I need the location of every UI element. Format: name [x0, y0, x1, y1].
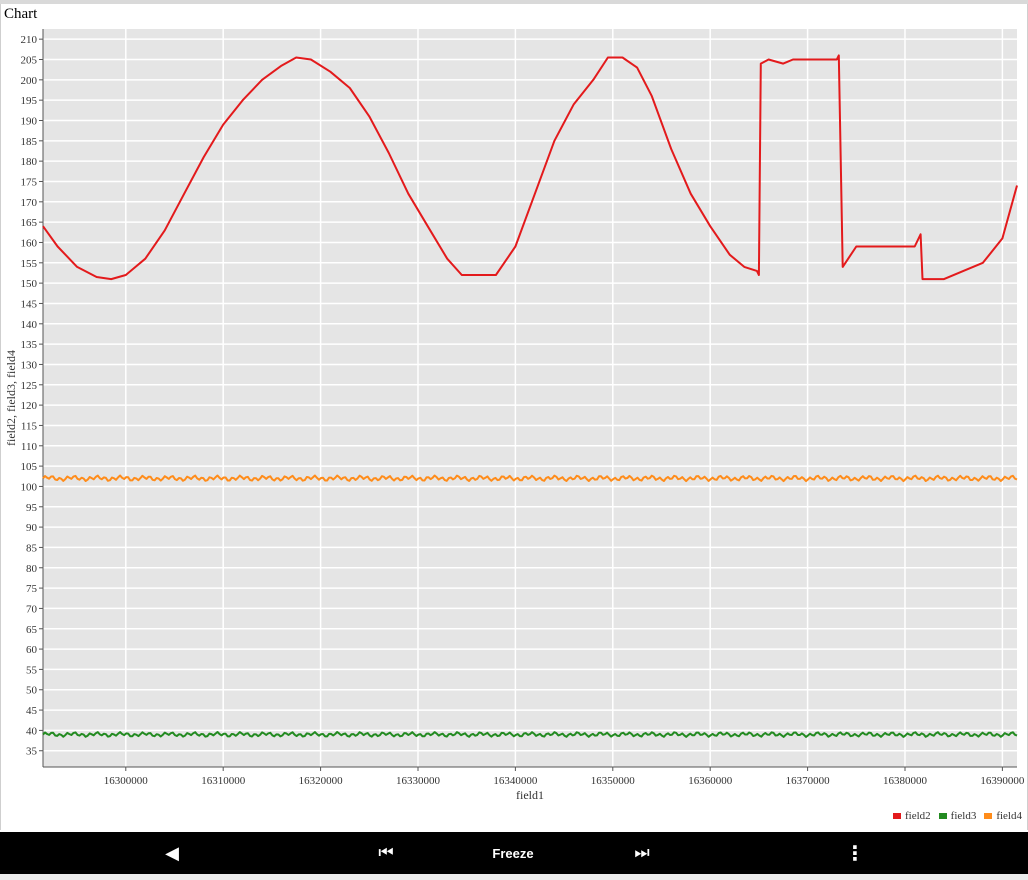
x-tick-label: 16360000: [688, 775, 733, 787]
series-line-field4: [42, 474, 1018, 483]
y-tick-label: 210: [21, 34, 38, 46]
y-tick-label: 150: [21, 278, 38, 290]
y-tick-label: 60: [26, 644, 38, 656]
y-tick-label: 190: [21, 115, 38, 127]
y-tick-label: 155: [21, 258, 38, 270]
y-tick-label: 205: [21, 54, 38, 66]
y-tick-label: 40: [26, 725, 38, 737]
more-menu-button[interactable]: ⋮: [845, 842, 865, 865]
x-tick-label: 16390000: [980, 775, 1025, 787]
y-tick-label: 90: [26, 522, 38, 534]
y-tick-label: 160: [21, 237, 38, 249]
y-tick-label: 165: [21, 217, 38, 229]
y-tick-label: 180: [21, 156, 38, 168]
y-tick-label: 45: [26, 705, 38, 717]
y-tick-label: 125: [21, 380, 38, 392]
plot-area: [43, 29, 1017, 767]
legend-item-field2[interactable]: field2: [892, 810, 931, 822]
panel-title: Chart: [4, 6, 38, 22]
y-tick-label: 105: [21, 461, 38, 473]
y-axis: 35 40 45 50 55 60 65 70 75 80 85 90 95 100 105 110 115 12…: [21, 29, 44, 767]
y-tick-label: 170: [21, 197, 38, 209]
legend-swatch-field3: [938, 813, 947, 819]
series-line-field3: [42, 731, 1018, 738]
y-tick-label: 195: [21, 95, 38, 107]
y-tick-label: 120: [21, 400, 38, 412]
legend-label-field3: field3: [950, 810, 977, 822]
x-axis-label: field1: [516, 788, 544, 802]
series-group: [42, 54, 1018, 738]
y-tick-label: 80: [26, 563, 38, 575]
x-tick-label: 16300000: [104, 775, 149, 787]
skip-back-button[interactable]: ⏮: [378, 843, 394, 862]
x-axis: 16300000 16310000 16320000 16330000 16340000…: [43, 766, 1025, 787]
y-tick-label: 200: [21, 75, 38, 87]
x-tick-label: 16350000: [591, 775, 636, 787]
y-tick-label: 95: [26, 502, 38, 514]
freeze-button[interactable]: Freeze: [492, 845, 534, 861]
y-tick-label: 50: [26, 685, 38, 697]
series-line-field2: [42, 54, 1018, 281]
back-button[interactable]: ◀: [165, 842, 179, 863]
legend-item-field3[interactable]: field3: [938, 810, 977, 822]
y-tick-label: 100: [21, 481, 38, 493]
x-tick-label: 16370000: [786, 775, 831, 787]
y-tick-label: 70: [26, 603, 38, 615]
legend-label-field4: field4: [996, 810, 1022, 822]
y-tick-label: 85: [26, 542, 38, 554]
y-tick-label: 35: [26, 746, 38, 758]
x-tick-label: 16320000: [299, 775, 344, 787]
legend-item-field4[interactable]: field4: [984, 810, 1022, 822]
line-chart: 35 40 45 50 55 60 65 70 75 80 85 90 95 100 105 110 115 12…: [4, 29, 1025, 802]
y-tick-label: 110: [21, 441, 38, 453]
legend-swatch-field2: [892, 813, 901, 819]
y-axis-label: field2, field3, field4: [4, 350, 18, 446]
y-tick-label: 75: [26, 583, 38, 595]
y-tick-label: 65: [26, 624, 38, 636]
legend-swatch-field4: [984, 813, 993, 819]
legend-label-field2: field2: [904, 810, 931, 822]
bottom-edge: [0, 874, 1028, 880]
bottom-toolbar: ◀ ⏮ Freeze ⏭ ⋮: [0, 832, 1028, 874]
x-tick-label: 16340000: [493, 775, 538, 787]
y-tick-label: 135: [21, 339, 38, 351]
y-tick-label: 55: [26, 664, 38, 676]
x-tick-label: 16310000: [201, 775, 246, 787]
x-tick-label: 16330000: [396, 775, 441, 787]
y-tick-label: 145: [21, 298, 38, 310]
top-rule: [0, 0, 1028, 4]
skip-forward-button[interactable]: ⏭: [634, 843, 650, 862]
y-tick-label: 130: [21, 359, 38, 371]
y-tick-label: 175: [21, 176, 38, 188]
y-tick-label: 115: [21, 420, 38, 432]
y-tick-label: 140: [21, 319, 38, 331]
legend: field2 field3 field4: [892, 810, 1022, 822]
y-tick-label: 185: [21, 136, 38, 148]
grid-lines: [43, 29, 1017, 767]
x-tick-label: 16380000: [883, 775, 928, 787]
